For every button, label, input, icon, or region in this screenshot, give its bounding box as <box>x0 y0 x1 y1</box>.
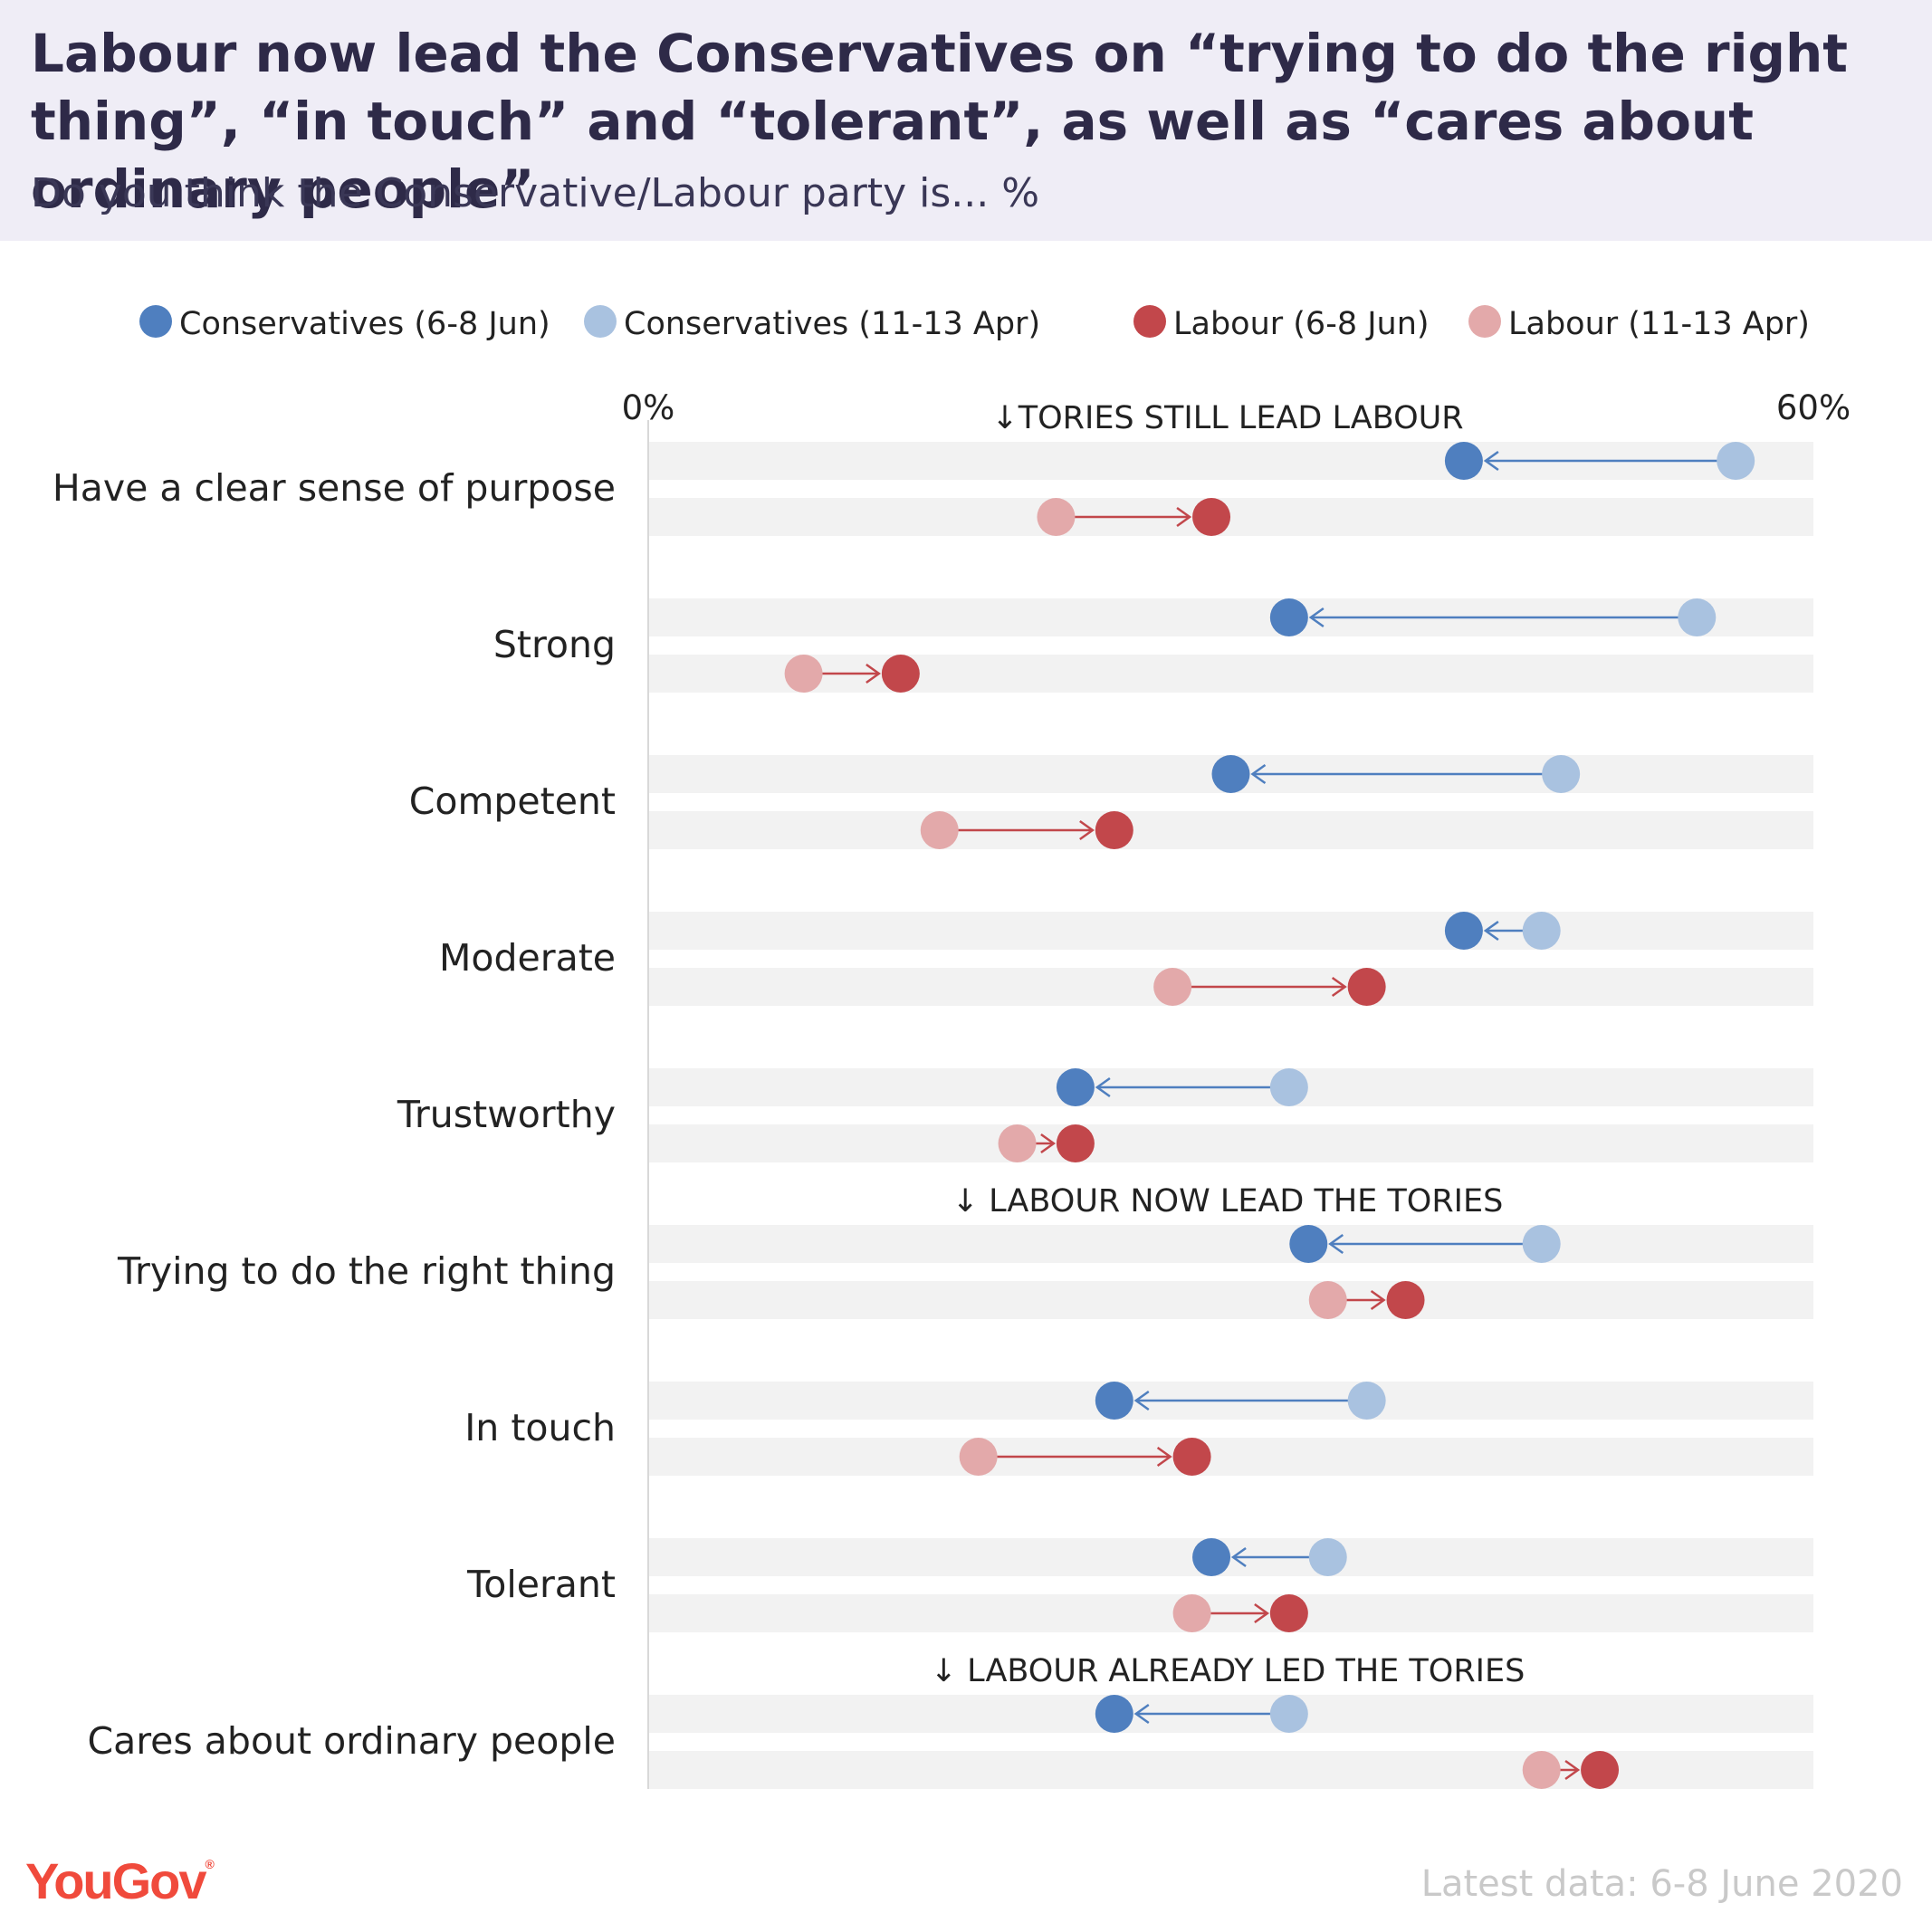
legend-label: Conservatives (6-8 Jun) <box>179 306 550 342</box>
dot-apr <box>1308 1281 1347 1319</box>
dot-jun <box>1347 968 1386 1006</box>
arrow-head <box>1328 1233 1344 1255</box>
category-label: Trying to do the right thing <box>117 1249 616 1293</box>
dot-apr <box>1717 442 1755 480</box>
arrow-head <box>1250 763 1267 785</box>
dot-apr <box>1172 1594 1211 1632</box>
x-tick-label: 60% <box>1776 388 1851 427</box>
dot-jun <box>1172 1438 1211 1476</box>
category-label: Cares about ordinary people <box>87 1719 616 1763</box>
category-label: Competent <box>409 779 616 823</box>
dot-apr <box>1347 1382 1386 1420</box>
dot-apr <box>1153 968 1192 1006</box>
dot-jun <box>1056 1068 1095 1106</box>
dot-jun <box>1386 1281 1425 1319</box>
dot-jun <box>1289 1225 1328 1263</box>
dot-jun <box>1095 1382 1133 1420</box>
dot-jun <box>1269 598 1308 636</box>
category-label: Trustworthy <box>397 1093 616 1136</box>
row-band <box>648 1438 1813 1476</box>
arrow-head <box>1133 1390 1150 1411</box>
dot-apr <box>1308 1538 1347 1576</box>
dot-apr <box>998 1124 1037 1162</box>
category-label: In touch <box>464 1406 616 1449</box>
dot-jun <box>1192 1538 1231 1576</box>
arrow-head <box>1331 976 1347 998</box>
arrow-head <box>1133 1703 1150 1725</box>
dot-jun <box>1581 1751 1620 1789</box>
dot-apr <box>1678 598 1717 636</box>
arrow-head <box>1095 1076 1111 1098</box>
dot-apr <box>1037 498 1076 536</box>
category-label: Moderate <box>439 936 616 980</box>
arrow-head <box>1308 607 1325 628</box>
latest-data-note: Latest data: 6-8 June 2020 <box>1420 1863 1903 1905</box>
row-band <box>648 1225 1813 1263</box>
header-band: Labour now lead the Conservatives on “tr… <box>0 0 1932 241</box>
category-label: Tolerant <box>466 1563 616 1606</box>
dot-jun <box>1056 1124 1095 1162</box>
dot-jun <box>1444 912 1483 950</box>
legend-swatch <box>584 305 617 338</box>
legend-label: Labour (6-8 Jun) <box>1173 306 1430 342</box>
row-band <box>648 1281 1813 1319</box>
row-band <box>648 1124 1813 1162</box>
dot-apr <box>1522 1751 1561 1789</box>
logo-text: YouGov <box>25 1852 207 1909</box>
row-band <box>648 498 1813 536</box>
arrow-head <box>1040 1133 1057 1154</box>
dot-apr <box>1522 912 1561 950</box>
row-band <box>648 811 1813 849</box>
annotation-label: ↓ LABOUR ALREADY LED THE TORIES <box>931 1653 1526 1689</box>
legend-label: Conservatives (11-13 Apr) <box>624 306 1040 342</box>
annotation-label: ↓TORIES STILL LEAD LABOUR <box>991 400 1463 436</box>
dot-apr <box>1522 1225 1561 1263</box>
dot-jun <box>1095 1695 1133 1733</box>
yougov-logo: YouGov® <box>25 1852 215 1909</box>
arrow-head <box>1176 506 1192 528</box>
dot-jun <box>1211 755 1250 793</box>
chart-subtitle: Do you think the Conservative/Labour par… <box>31 170 1040 216</box>
legend-swatch <box>139 305 172 338</box>
arrow-head <box>1483 920 1499 942</box>
arrow-head <box>1483 450 1499 472</box>
dot-jun <box>1269 1594 1308 1632</box>
row-band <box>648 1538 1813 1576</box>
arrow-head <box>1564 1759 1581 1781</box>
dot-apr <box>1269 1068 1308 1106</box>
dot-apr <box>784 655 823 693</box>
x-tick-label: 0% <box>622 388 675 427</box>
arrow-head <box>1230 1546 1247 1568</box>
legend-swatch <box>1468 305 1501 338</box>
arrow-head <box>1156 1446 1172 1468</box>
category-label: Have a clear sense of purpose <box>53 466 616 510</box>
dot-jun <box>881 655 920 693</box>
category-label: Strong <box>493 623 616 666</box>
dot-jun <box>1192 498 1231 536</box>
arrow-head <box>1370 1289 1386 1311</box>
dot-apr <box>959 1438 998 1476</box>
dot-jun <box>1444 442 1483 480</box>
arrow-head <box>1254 1602 1270 1624</box>
arrow-head <box>866 663 882 684</box>
legend-swatch <box>1133 305 1166 338</box>
row-band <box>648 912 1813 950</box>
annotation-label: ↓ LABOUR NOW LEAD THE TORIES <box>952 1183 1504 1219</box>
chart-title: Labour now lead the Conservatives on “tr… <box>31 23 1849 220</box>
dot-jun <box>1095 811 1133 849</box>
legend-label: Labour (11-13 Apr) <box>1508 306 1810 342</box>
dot-apr <box>1269 1695 1308 1733</box>
dot-apr <box>1542 755 1581 793</box>
row-band <box>648 1751 1813 1789</box>
arrow-head <box>1079 819 1095 841</box>
dot-apr <box>920 811 959 849</box>
